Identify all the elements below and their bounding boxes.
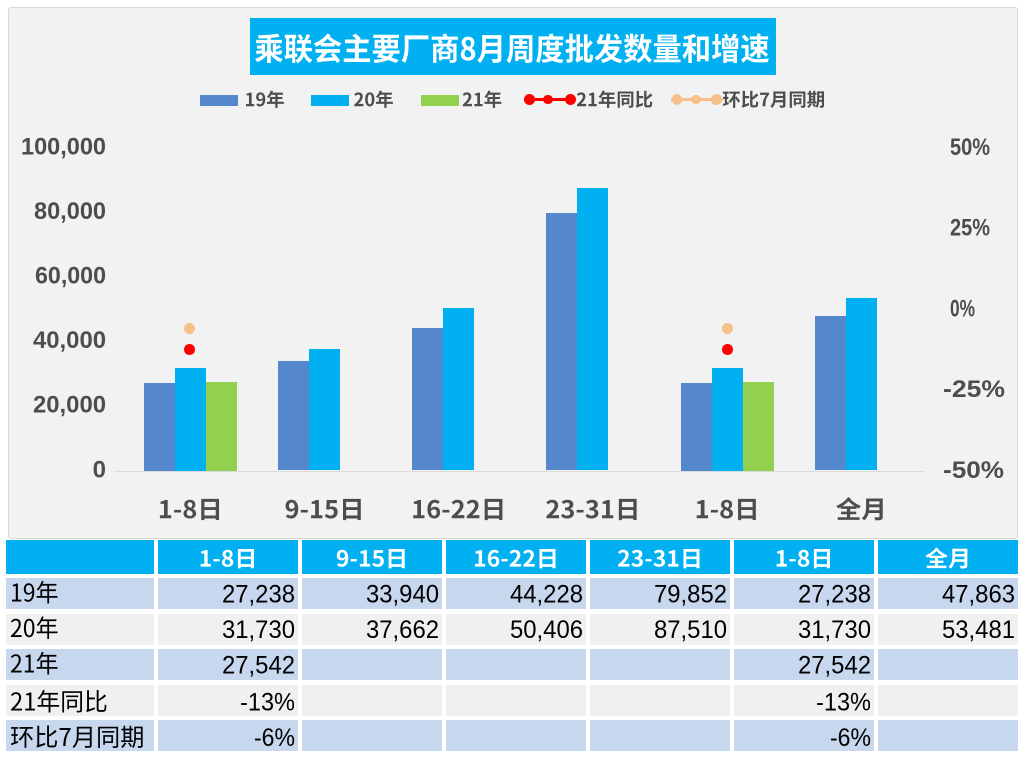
svg-text:27,542: 27,542	[222, 652, 295, 680]
svg-text:40,000: 40,000	[33, 327, 106, 354]
svg-text:27,238: 27,238	[222, 581, 295, 609]
svg-text:0: 0	[93, 456, 106, 483]
svg-text:25%: 25%	[950, 215, 990, 242]
svg-text:60,000: 60,000	[35, 262, 106, 289]
svg-text:0%: 0%	[950, 295, 975, 322]
svg-text:31,730: 31,730	[222, 616, 295, 644]
svg-text:-6%: -6%	[830, 724, 871, 752]
svg-text:-50%: -50%	[943, 457, 1004, 484]
svg-text:50,406: 50,406	[510, 616, 583, 644]
svg-text:-6%: -6%	[254, 724, 295, 752]
svg-text:31,730: 31,730	[798, 616, 871, 644]
svg-text:47,863: 47,863	[942, 581, 1015, 609]
svg-text:37,662: 37,662	[366, 616, 439, 644]
svg-text:33,940: 33,940	[366, 581, 439, 609]
svg-text:-13%: -13%	[816, 689, 871, 717]
svg-text:27,542: 27,542	[798, 652, 871, 680]
svg-text:-25%: -25%	[943, 376, 1005, 403]
svg-text:87,510: 87,510	[654, 616, 727, 644]
svg-text:44,228: 44,228	[510, 581, 583, 609]
svg-text:79,852: 79,852	[654, 581, 727, 609]
svg-text:100,000: 100,000	[21, 133, 106, 160]
svg-text:27,238: 27,238	[798, 581, 871, 609]
svg-text:53,481: 53,481	[942, 616, 1015, 644]
svg-text:20,000: 20,000	[33, 392, 106, 419]
svg-text:50%: 50%	[950, 134, 990, 161]
svg-text:80,000: 80,000	[34, 198, 106, 225]
svg-text:-13%: -13%	[240, 689, 295, 717]
